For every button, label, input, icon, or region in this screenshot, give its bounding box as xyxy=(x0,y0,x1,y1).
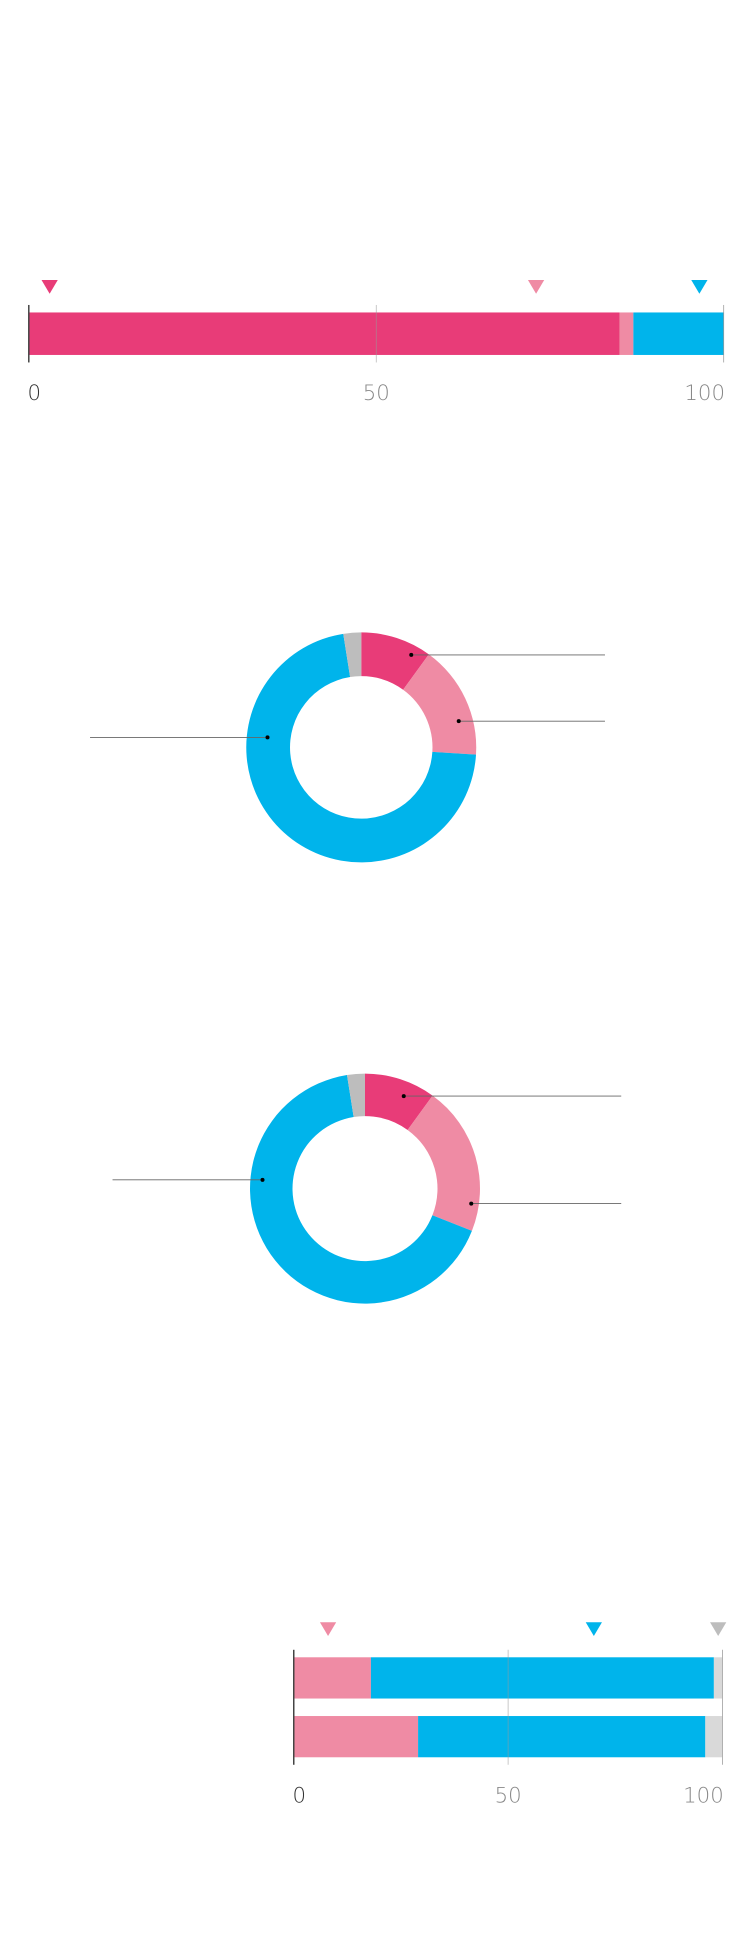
bar-segment-cyan xyxy=(418,1716,706,1758)
bar-segment-cyan xyxy=(633,312,724,355)
donut-slice-gray xyxy=(347,1073,366,1117)
tick-label-0: 0 xyxy=(28,381,42,406)
donut-slice-cyan xyxy=(250,1075,472,1304)
bar-segment-lightgray xyxy=(705,1716,723,1758)
donut-slice-cyan xyxy=(246,633,477,863)
marker-triangle-pink xyxy=(319,1622,337,1637)
leader-dot-pink xyxy=(456,719,461,724)
marker-triangle-cyan xyxy=(585,1622,602,1637)
marker-triangle-cyan xyxy=(691,279,708,294)
donut-chart-2 xyxy=(112,1073,622,1304)
bar-segment-cyan xyxy=(370,1657,714,1699)
bar-segment-lightgray xyxy=(713,1657,723,1699)
stacked-bar-chart-bottom: 0 50 100 xyxy=(293,1622,727,1808)
tick-label-50: 50 xyxy=(495,1783,522,1808)
tick-label-50: 50 xyxy=(363,381,390,406)
marker-triangle-pink xyxy=(527,279,545,294)
marker-triangle-magenta xyxy=(41,279,58,294)
bar-segment-magenta xyxy=(28,312,620,355)
bar-segment-pink xyxy=(293,1716,419,1758)
leader-dot-magenta xyxy=(409,652,414,657)
leader-dot-cyan xyxy=(260,1177,265,1182)
donut-slice-pink xyxy=(407,1095,480,1231)
leader-dot-pink xyxy=(469,1201,474,1206)
donut-slice-gray xyxy=(343,632,362,678)
donut-slice-pink xyxy=(403,654,477,755)
donut-slice-magenta xyxy=(365,1073,433,1130)
tick-label-100: 100 xyxy=(683,1783,724,1808)
leader-dot-cyan xyxy=(265,735,270,740)
tick-label-100: 100 xyxy=(684,381,725,406)
leader-dot-magenta xyxy=(401,1094,406,1099)
donut-chart-1 xyxy=(90,632,605,863)
stacked-bar-chart-top: 0 50 100 xyxy=(28,279,725,406)
bar-segment-pink xyxy=(293,1657,371,1699)
bar-segment-pink xyxy=(619,312,634,355)
tick-label-0: 0 xyxy=(293,1783,307,1808)
donut-slice-magenta xyxy=(361,632,429,690)
marker-triangle-gray xyxy=(710,1622,727,1637)
